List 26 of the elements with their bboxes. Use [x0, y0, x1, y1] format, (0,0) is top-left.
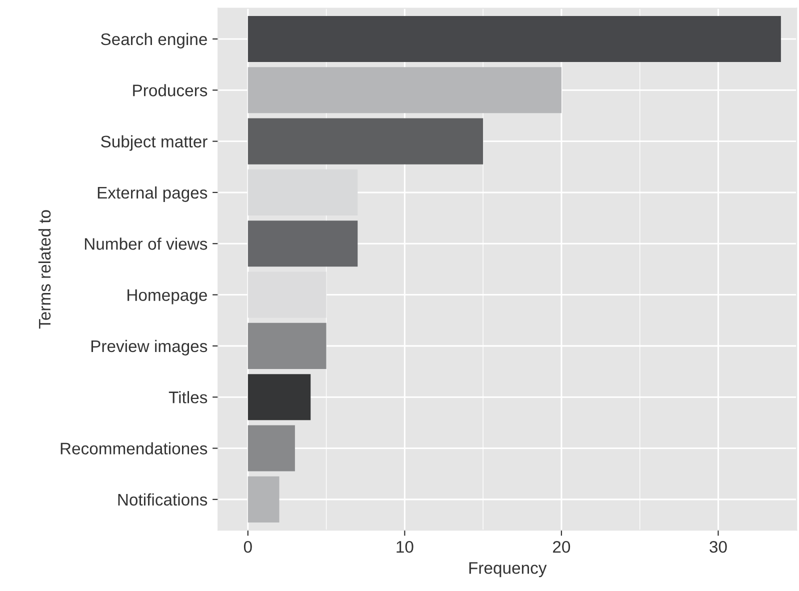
bar: [248, 272, 326, 318]
y-tick-label: External pages: [98, 186, 208, 202]
x-tick-label: 20: [553, 540, 570, 553]
x-tick-label: 30: [710, 540, 727, 553]
y-tick-label: Search engine: [100, 32, 207, 48]
bar: [248, 67, 562, 114]
bar: [248, 425, 295, 472]
bar: [248, 322, 326, 369]
y-axis-title: Terms related to: [38, 210, 51, 329]
y-tick-label: Number of views: [84, 238, 208, 250]
bar: [248, 476, 280, 522]
x-tick-label: 10: [396, 540, 414, 553]
x-tick-label: 0: [244, 540, 252, 553]
bar: [248, 169, 358, 216]
y-tick-label: Titles: [168, 391, 208, 404]
bar: [248, 16, 781, 62]
y-tick-label: Subject matter: [101, 135, 208, 151]
y-tick-label: Recommendationes: [60, 442, 208, 454]
x-axis-title: Frequency: [469, 562, 547, 578]
y-tick-label: Producers: [133, 84, 208, 96]
bar: [248, 374, 311, 420]
bar: [248, 118, 484, 164]
y-tick-label: Preview images: [91, 340, 208, 356]
y-tick-label: Homepage: [128, 289, 207, 304]
bar: [248, 220, 358, 267]
y-tick-label: Notifications: [118, 493, 208, 506]
